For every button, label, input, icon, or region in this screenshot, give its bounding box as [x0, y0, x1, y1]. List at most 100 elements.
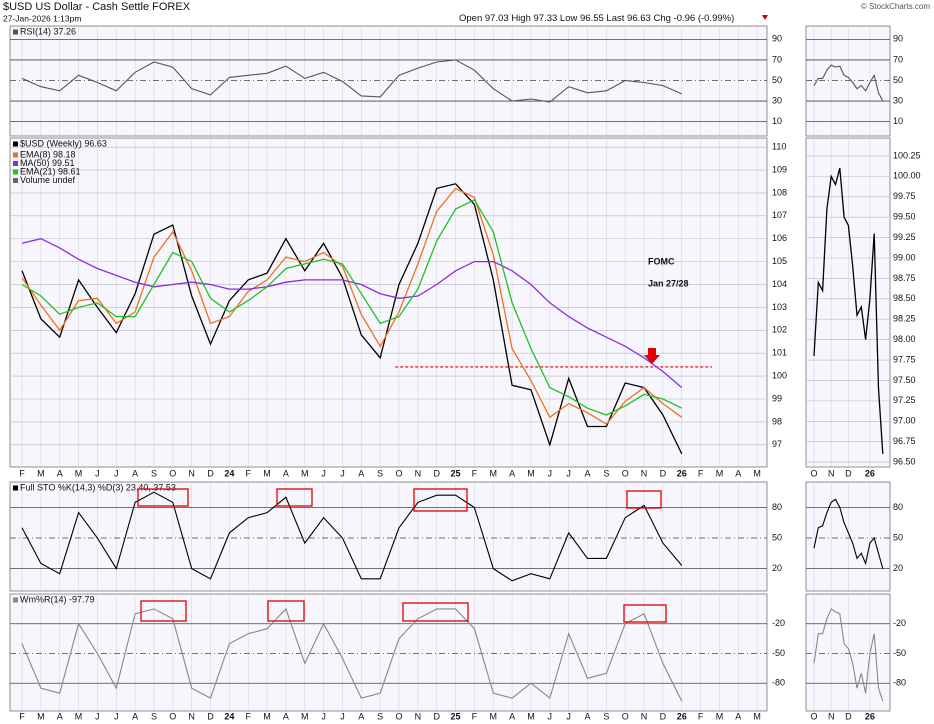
x-tick-label: 25 [451, 711, 461, 721]
y-tick-label: -80 [772, 678, 785, 688]
series-line [21, 607, 683, 702]
y-tick-label: 97.50 [893, 375, 916, 385]
panel [805, 481, 891, 592]
x-tick-label: M [263, 711, 271, 721]
y-tick-label: -80 [893, 678, 906, 688]
x-tick-label: F [698, 711, 704, 721]
stat-label: Low [560, 13, 578, 24]
y-tick-label: 20 [893, 563, 903, 573]
series-line [813, 64, 884, 102]
y-tick-label: 98.00 [893, 334, 916, 344]
highlight-box [413, 488, 468, 512]
y-tick-label: 50 [772, 532, 782, 542]
y-tick-label: 20 [772, 563, 782, 573]
stat-value: 96.55 [580, 13, 604, 24]
x-tick-label: M [37, 468, 45, 478]
y-tick-label: 109 [772, 164, 787, 174]
x-tick-label: A [57, 711, 63, 721]
x-tick-label: S [377, 468, 383, 478]
x-tick-label: A [358, 468, 364, 478]
series-line [21, 59, 683, 103]
x-tick-label: D [207, 711, 214, 721]
legend-label: EMA(21) 98.61 [20, 166, 81, 176]
legend-label: Full STO %K(14,3) %D(3) 23.40, 37.53 [20, 482, 176, 492]
legend-label: Volume undef [20, 175, 76, 185]
y-tick-label: 108 [772, 187, 787, 197]
legend-swatch [13, 161, 18, 166]
x-tick-label: A [735, 468, 741, 478]
x-tick-label: N [415, 468, 422, 478]
panel [805, 593, 891, 712]
panel [9, 137, 768, 468]
x-tick-label: S [151, 468, 157, 478]
stat-label: Last [606, 13, 624, 24]
x-tick-label: J [566, 711, 571, 721]
legend-swatch [13, 152, 18, 158]
panel [9, 25, 768, 137]
y-tick-label: 110 [772, 142, 786, 152]
x-tick-label: J [321, 468, 326, 478]
y-tick-label: 103 [772, 302, 787, 312]
y-tick-label: 50 [893, 75, 903, 85]
x-tick-label: M [716, 468, 724, 478]
x-tick-label: M [301, 711, 309, 721]
x-tick-label: A [358, 711, 364, 721]
x-tick-label: O [395, 711, 402, 721]
x-tick-label: M [753, 711, 761, 721]
x-tick-label: A [509, 468, 515, 478]
x-tick-label: O [395, 468, 402, 478]
panel [805, 137, 891, 468]
x-tick-label: 24 [224, 468, 234, 478]
series-line [813, 608, 884, 702]
x-tick-label: S [603, 468, 609, 478]
x-tick-label: N [828, 711, 835, 721]
x-tick-label: M [716, 711, 724, 721]
y-tick-label: 97.00 [893, 416, 916, 426]
x-tick-label: J [340, 711, 345, 721]
x-tick-label: J [95, 711, 100, 721]
x-tick-label: N [641, 468, 648, 478]
y-tick-label: -20 [772, 618, 785, 628]
y-tick-label: 50 [893, 532, 903, 542]
highlight-box [402, 602, 469, 622]
y-tick-label: 10 [772, 116, 782, 126]
legend-swatch [13, 178, 18, 183]
x-tick-label: S [377, 711, 383, 721]
y-tick-label: 107 [772, 210, 787, 220]
legend-label: $USD (Weekly) 96.63 [20, 138, 107, 148]
x-tick-label: 25 [451, 468, 461, 478]
x-tick-label: J [548, 711, 553, 721]
y-tick-label: 98.75 [893, 273, 916, 283]
x-tick-label: F [698, 468, 704, 478]
x-tick-label: S [603, 711, 609, 721]
series-line [813, 498, 884, 569]
x-tick-label: F [19, 468, 25, 478]
y-tick-label: 10 [893, 116, 903, 126]
y-tick-label: 50 [772, 75, 782, 85]
y-tick-label: 99.25 [893, 232, 916, 242]
annotation: FOMC [648, 256, 675, 266]
quote-stats: Open 97.03 High 97.33 Low 96.55 Last 96.… [459, 13, 734, 24]
legend-label: EMA(8) 98.18 [20, 149, 76, 159]
stat-value: 97.03 [485, 13, 509, 24]
x-tick-label: A [283, 711, 289, 721]
x-tick-label: J [340, 468, 345, 478]
y-tick-label: 90 [893, 34, 903, 44]
x-tick-label: D [207, 468, 214, 478]
x-tick-label: O [622, 468, 629, 478]
x-tick-label: J [321, 711, 326, 721]
x-tick-label: O [169, 468, 176, 478]
x-tick-label: J [566, 468, 571, 478]
legend-swatch [13, 169, 18, 175]
legend-label: Wm%R(14) -97.79 [20, 594, 95, 604]
x-tick-label: J [114, 711, 119, 721]
y-tick-label: 99.00 [893, 252, 916, 262]
x-tick-label: M [490, 711, 498, 721]
y-tick-label: 99.50 [893, 212, 916, 222]
x-tick-label: S [151, 711, 157, 721]
y-tick-label: -50 [772, 648, 785, 658]
y-tick-label: 104 [772, 279, 787, 289]
y-tick-label: 99.75 [893, 191, 916, 201]
stat-label: Chg [653, 13, 670, 24]
x-tick-label: F [245, 468, 251, 478]
